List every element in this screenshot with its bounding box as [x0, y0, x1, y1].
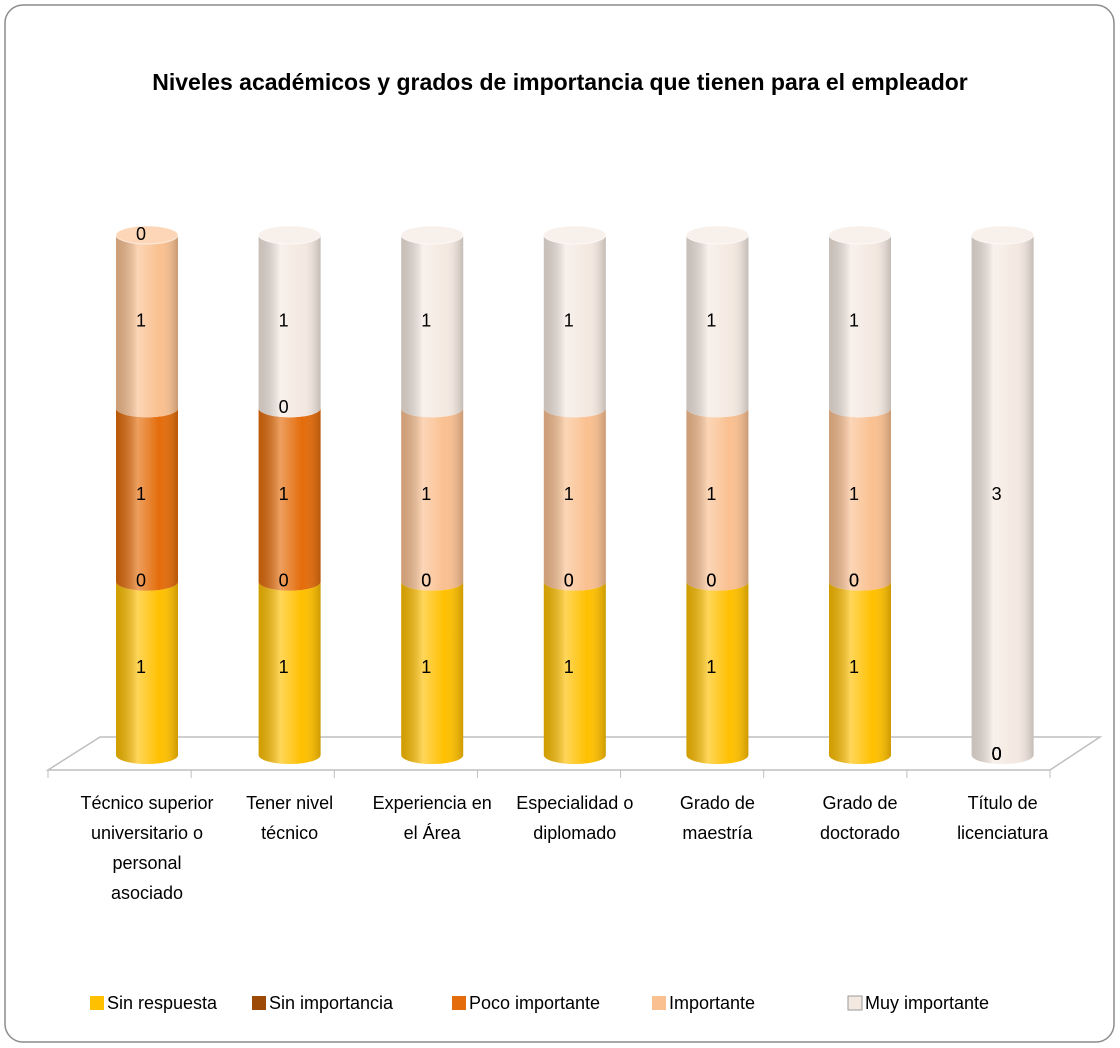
shading: [258, 581, 321, 765]
data-label: 0: [279, 570, 289, 590]
shading: [686, 581, 749, 765]
data-label: 0: [992, 744, 1002, 764]
data-label: 0: [992, 744, 1002, 764]
chart-title: Niveles académicos y grados de importanc…: [152, 69, 968, 95]
data-label: 1: [136, 310, 146, 330]
shading: [116, 408, 178, 591]
x-tick-label: Tener nivel técnico: [246, 793, 334, 843]
data-label: 0: [706, 570, 716, 590]
data-label: 1: [564, 657, 574, 677]
x-tick-label: Título de licenciatura: [957, 793, 1049, 843]
data-label: 0: [849, 570, 859, 590]
cylinder-top: [258, 225, 322, 245]
cylinder-top: [543, 225, 607, 245]
data-label: 1: [279, 484, 289, 504]
shading: [543, 581, 606, 765]
x-tick-label: Grado de doctorado: [819, 793, 901, 843]
data-label: 1: [279, 657, 289, 677]
data-label: 1: [706, 484, 716, 504]
legend-swatch: [452, 996, 466, 1010]
data-label: 0: [706, 570, 716, 590]
data-label: 1: [421, 484, 431, 504]
data-label: 1: [279, 310, 289, 330]
shading: [829, 581, 891, 764]
data-label: 0: [992, 744, 1002, 764]
data-label: 1: [136, 657, 146, 677]
data-label: 1: [136, 484, 146, 504]
shading: [686, 408, 749, 591]
shading: [829, 408, 891, 591]
data-label: 1: [564, 310, 574, 330]
cylinder-top-shade: [543, 226, 606, 244]
shading: [116, 235, 178, 418]
cylinder-top: [685, 225, 749, 245]
cylinder-top-shade: [971, 226, 1034, 244]
cylinder-top-shade: [686, 226, 749, 244]
title-box: Niveles académicos y grados de importanc…: [152, 69, 968, 95]
data-label: 0: [564, 570, 574, 590]
shading: [543, 235, 606, 418]
data-label: 0: [136, 570, 146, 590]
shading: [401, 581, 464, 765]
shading: [829, 235, 891, 418]
data-label: 1: [849, 484, 859, 504]
legend-label: Sin importancia: [269, 993, 394, 1013]
legend-label: Poco importante: [469, 993, 600, 1013]
shading: [971, 235, 1034, 765]
data-label: 1: [564, 484, 574, 504]
legend-label: Muy importante: [865, 993, 989, 1013]
data-label: 1: [849, 657, 859, 677]
cylinder-top-shade: [258, 226, 321, 244]
data-label: 1: [421, 310, 431, 330]
data-label: 0: [421, 570, 431, 590]
x-tick-label: Técnico superior universitario o persona…: [80, 793, 214, 903]
cylinder-top: [115, 225, 179, 245]
data-label: 0: [564, 570, 574, 590]
shading: [686, 235, 749, 418]
data-label: 0: [421, 570, 431, 590]
legend-swatch: [847, 995, 863, 1011]
legend-label: Sin respuesta: [107, 993, 218, 1013]
cylinder-top: [400, 225, 464, 245]
data-label: 0: [136, 224, 146, 244]
data-label: 0: [992, 744, 1002, 764]
shading: [258, 408, 321, 591]
data-label: 0: [849, 570, 859, 590]
x-tick-label: Especialidad o diplomado: [516, 793, 634, 843]
legend-label: Importante: [669, 993, 755, 1013]
legend-swatch: [90, 996, 104, 1010]
cylinder-top-shade: [116, 226, 178, 244]
x-tick-label: Experiencia en el Área: [372, 793, 492, 843]
cylinder-top-shade: [829, 226, 891, 244]
cylinder-top: [828, 225, 892, 245]
legend-swatch: [252, 996, 266, 1010]
shading: [543, 408, 606, 591]
shading: [116, 581, 178, 764]
data-label: 1: [849, 310, 859, 330]
data-label: 3: [992, 484, 1002, 504]
data-label: 1: [706, 657, 716, 677]
cylinder-top-shade: [401, 226, 464, 244]
x-tick-label: Grado de maestría: [679, 793, 755, 843]
shading: [401, 235, 464, 418]
data-label: 1: [421, 657, 431, 677]
shading: [401, 408, 464, 591]
cylinder-top: [971, 225, 1035, 245]
data-label: 0: [279, 397, 289, 417]
legend-swatch: [652, 996, 666, 1010]
shading: [258, 235, 321, 418]
data-label: 1: [706, 310, 716, 330]
